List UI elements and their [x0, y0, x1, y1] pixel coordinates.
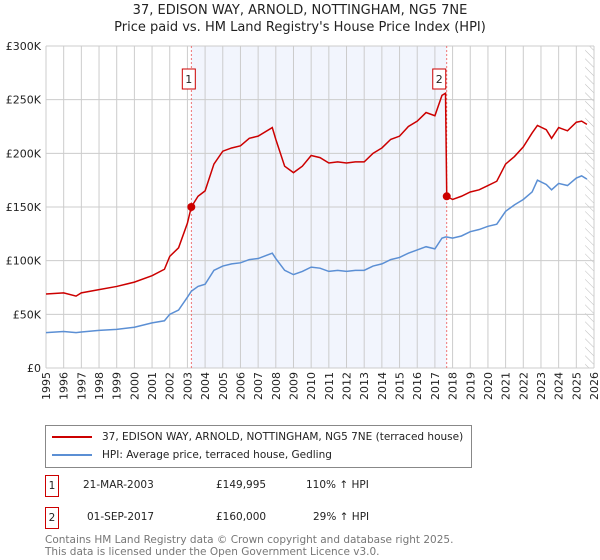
x-tick-label: 2023	[535, 372, 548, 400]
x-tick-label: 2008	[270, 372, 283, 400]
x-tick-label: 2025	[570, 372, 583, 400]
x-tick-label: 2016	[411, 372, 424, 400]
x-tick-label: 1999	[111, 372, 124, 400]
x-tick-label: 1997	[75, 372, 88, 400]
x-tick-label: 2012	[341, 372, 354, 400]
sale-date: 01-SEP-2017	[87, 511, 155, 523]
sale-date: 21-MAR-2003	[83, 479, 154, 491]
property-price-line	[45, 91, 588, 297]
x-tick-label: 2000	[128, 372, 141, 400]
x-tick-label: 2006	[234, 372, 247, 400]
x-tick-label: 2015	[394, 372, 407, 400]
x-tick-label: 2005	[217, 372, 230, 400]
legend-item-hpi: HPI: Average price, terraced house, Gedl…	[52, 447, 332, 463]
legend-label: HPI: Average price, terraced house, Gedl…	[102, 449, 332, 461]
chart-subtitle: Price paid vs. HM Land Registry's House …	[114, 20, 486, 35]
sale-hpi: 29% ↑ HPI	[313, 511, 370, 523]
x-tick-label: 2001	[146, 372, 159, 400]
sale-label: 1	[185, 73, 192, 86]
x-tick-label: 1998	[93, 372, 106, 400]
legend-swatch-blue	[52, 454, 92, 456]
x-tick-label: 2010	[305, 372, 318, 400]
x-tick-label: 2002	[164, 372, 177, 400]
sale-point	[442, 192, 451, 201]
x-tick-label: 2020	[482, 372, 495, 400]
x-tick-label: 2026	[588, 372, 600, 400]
x-tick-label: 2007	[252, 372, 265, 400]
sale-badge: 1	[45, 475, 59, 497]
sale-price: £149,995	[216, 479, 267, 491]
x-tick-label: 2014	[376, 372, 389, 400]
legend-swatch-red	[52, 436, 92, 438]
y-tick-label: £50K	[13, 308, 42, 321]
footer-line-1: Contains HM Land Registry data © Crown c…	[45, 534, 454, 546]
sale-label-box	[181, 68, 196, 90]
legend-item-property: 37, EDISON WAY, ARNOLD, NOTTINGHAM, NG5 …	[52, 429, 463, 445]
sale-price: £160,000	[216, 511, 267, 523]
y-tick-label: £0	[27, 362, 41, 375]
y-tick-label: £250K	[6, 94, 42, 107]
x-tick-label: 2019	[464, 372, 477, 400]
footer-line-2: This data is licensed under the Open Gov…	[45, 546, 380, 558]
chart-title: 37, EDISON WAY, ARNOLD, NOTTINGHAM, NG5 …	[132, 3, 468, 18]
y-tick-label: £300K	[6, 40, 42, 53]
sale-badge: 2	[45, 507, 59, 529]
sale-label-box	[432, 68, 447, 90]
y-tick-label: £200K	[6, 147, 42, 160]
x-tick-label: 1995	[40, 372, 53, 400]
sale-point	[187, 203, 196, 212]
x-tick-label: 2009	[287, 372, 300, 400]
x-tick-label: 2021	[500, 372, 513, 400]
hpi-line	[45, 175, 588, 334]
x-tick-label: 2011	[323, 372, 336, 400]
x-tick-label: 2013	[358, 372, 371, 400]
chart-plot: 1995 1996 1997 1998 1999 2000 2001 2002 2003 2004…	[6, 40, 600, 400]
sale-label: 2	[436, 73, 443, 86]
x-tick-label: 2004	[199, 372, 212, 400]
x-tick-label: 2024	[553, 372, 566, 400]
x-tick-label: 2022	[517, 372, 530, 400]
sale-row-1: 1 21-MAR-2003 £149,995 110% ↑ HPI	[45, 475, 445, 497]
y-tick-label: £150K	[6, 201, 42, 214]
y-tick-label: £100K	[6, 255, 42, 268]
x-tick-label: 2003	[181, 372, 194, 400]
legend: 37, EDISON WAY, ARNOLD, NOTTINGHAM, NG5 …	[45, 425, 472, 468]
sale-row-2: 2 01-SEP-2017 £160,000 29% ↑ HPI	[45, 507, 445, 529]
sale-hpi: 110% ↑ HPI	[306, 479, 369, 491]
x-tick-label: 1996	[58, 372, 71, 400]
x-tick-label: 2018	[447, 372, 460, 400]
x-tick-label: 2017	[429, 372, 442, 400]
legend-label: 37, EDISON WAY, ARNOLD, NOTTINGHAM, NG5 …	[102, 431, 464, 443]
